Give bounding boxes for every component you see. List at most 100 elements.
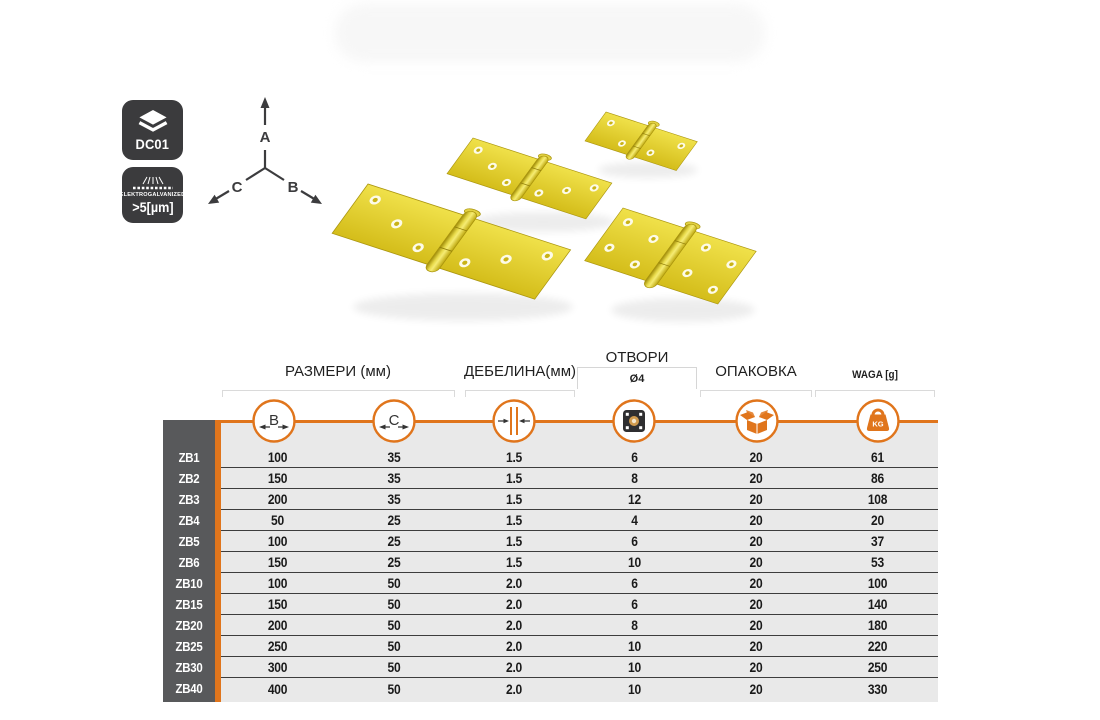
dimension-b-icon: B — [252, 399, 296, 443]
badge-galv-label: ELEKTROGALVANIZED — [119, 191, 186, 198]
table-cell: 2.0 — [506, 617, 522, 633]
row-label-column: ZB1 ZB2 ZB3 ZB4 ZB5 ZB6 ZB10 ZB15 ZB20 ZB25 ZB30 ZB… — [163, 420, 215, 702]
bracket-thickness — [465, 390, 575, 397]
table-cell: 20 — [749, 575, 763, 591]
table-cell: 1.5 — [506, 491, 522, 507]
table-cell: 20 — [749, 659, 763, 675]
table-cell: 20 — [749, 512, 763, 528]
table-row: 300 50 2.0 10 20 250 — [221, 657, 938, 678]
row-label: ZB15 — [175, 597, 203, 612]
table-cell: 10 — [628, 638, 641, 654]
svg-text:KG: KG — [872, 420, 883, 429]
table-cell: 6 — [631, 449, 638, 465]
row-label: ZB6 — [178, 555, 200, 570]
table-row: 100 35 1.5 6 20 61 — [221, 447, 938, 468]
table-cell: 6 — [631, 575, 638, 591]
table-row: 400 50 2.0 10 20 330 — [221, 678, 938, 699]
table-cell: 20 — [871, 512, 884, 528]
table-row: 200 35 1.5 12 20 108 — [221, 489, 938, 510]
thickness-icon — [492, 399, 536, 443]
table-cell: 50 — [387, 617, 401, 633]
watermark — [335, 4, 765, 62]
table-cell: 6 — [631, 596, 638, 612]
table-cell: 20 — [749, 617, 763, 633]
hole-plate-icon — [612, 399, 656, 443]
table-cell: 1.5 — [506, 512, 522, 528]
hinge-image-1 — [331, 183, 572, 300]
table-cell: 1.5 — [506, 449, 522, 465]
table-cell: 1.5 — [506, 470, 522, 486]
table-cell: 2.0 — [506, 638, 522, 654]
hinge-image-3 — [584, 111, 698, 171]
row-label: ZB2 — [178, 471, 200, 486]
table-row: 50 25 1.5 4 20 20 — [221, 510, 938, 531]
row-label: ZB20 — [175, 618, 203, 633]
table-cell: 100 — [867, 575, 888, 591]
layers-icon — [138, 109, 167, 132]
table-cell: 86 — [871, 470, 884, 486]
table-cell: 2.0 — [506, 596, 522, 612]
table-cell: 1.5 — [506, 533, 522, 549]
table-cell: 2.0 — [506, 680, 522, 697]
table-cell: 150 — [267, 470, 288, 486]
row-label: ZB10 — [175, 576, 203, 591]
table-cell: 330 — [867, 680, 888, 697]
row-label: ZB40 — [175, 681, 203, 696]
table-cell: 100 — [267, 575, 288, 591]
badge-dc01-label: DC01 — [135, 135, 170, 152]
bracket-sizes — [222, 390, 455, 397]
table-cell: 50 — [387, 659, 401, 675]
table-row: 200 50 2.0 8 20 180 — [221, 615, 938, 636]
table-cell: 100 — [267, 449, 288, 465]
table-cell: 50 — [387, 575, 401, 591]
table-row: 100 25 1.5 6 20 37 — [221, 531, 938, 552]
spec-table: РАЗМЕРИ (мм) ДЕБЕЛИНА(мм) ОТВОРИ ОПАКОВК… — [163, 346, 938, 704]
table-cell: 50 — [387, 638, 401, 654]
header-packing: ОПАКОВКА — [715, 363, 797, 380]
dimension-c-icon: C — [372, 399, 416, 443]
header-holes-diameter: Ø4 — [577, 367, 697, 389]
coating-icon — [132, 176, 173, 189]
table-cell: 25 — [387, 554, 401, 570]
table-cell: 2.0 — [506, 575, 522, 591]
table-cell: 300 — [267, 659, 288, 675]
accent-hline — [215, 420, 938, 423]
header-holes: ОТВОРИ — [605, 349, 669, 366]
hinge-image-4 — [584, 207, 757, 305]
table-cell: 150 — [267, 554, 288, 570]
table-cell: 35 — [387, 470, 401, 486]
table-cell: 2.0 — [506, 659, 522, 675]
table-row: 150 35 1.5 8 20 86 — [221, 468, 938, 489]
table-cell: 20 — [749, 680, 763, 697]
axis-diagram: A B C — [208, 97, 322, 204]
arrowhead-c-icon — [208, 194, 220, 204]
table-cell: 25 — [387, 533, 401, 549]
table-cell: 1.5 — [506, 554, 522, 570]
table-cell: 4 — [631, 512, 638, 528]
header-weight: WAGA [g] — [852, 369, 898, 381]
arrowhead-a-icon — [260, 97, 270, 108]
table-cell: 108 — [867, 491, 888, 507]
table-cell: 50 — [271, 512, 284, 528]
table-row: 150 50 2.0 6 20 140 — [221, 594, 938, 615]
svg-text:C: C — [389, 412, 400, 429]
table-body-background — [221, 423, 938, 702]
row-label: ZB4 — [178, 513, 200, 528]
table-cell: 6 — [631, 533, 638, 549]
table-cell: 35 — [387, 491, 401, 507]
row-label: ZB30 — [175, 660, 203, 675]
table-cell: 400 — [267, 680, 288, 697]
row-label: ZB5 — [178, 534, 200, 549]
table-cell: 8 — [631, 617, 638, 633]
accent-vline — [215, 420, 221, 702]
svg-text:B: B — [269, 412, 279, 429]
table-row: 100 50 2.0 6 20 100 — [221, 573, 938, 594]
table-cell: 53 — [871, 554, 884, 570]
table-cell: 20 — [749, 638, 763, 654]
badge-dc01: DC01 — [122, 100, 183, 160]
table-cell: 20 — [749, 470, 763, 486]
table-row: 150 25 1.5 10 20 53 — [221, 552, 938, 573]
table-cell: 20 — [749, 554, 763, 570]
table-cell: 20 — [749, 449, 763, 465]
